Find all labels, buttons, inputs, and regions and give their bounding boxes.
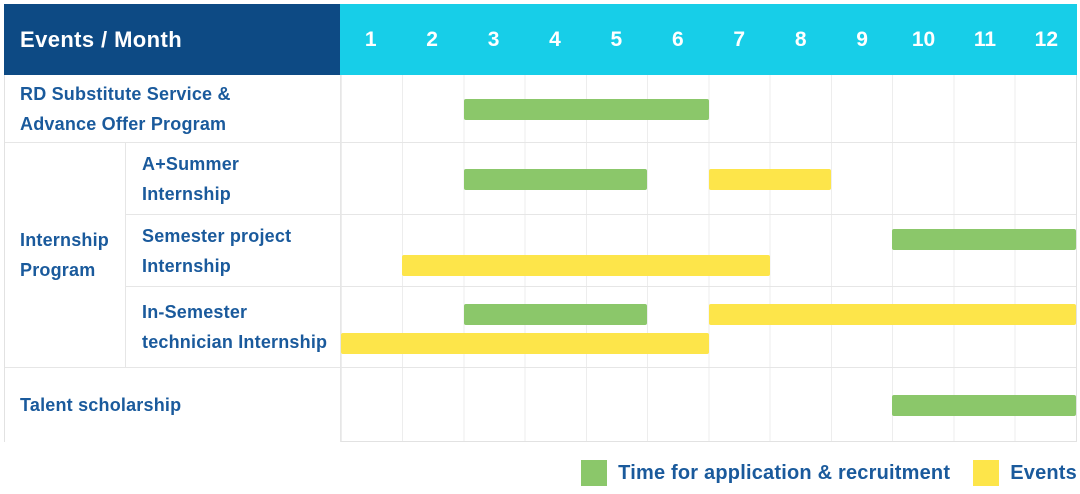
table-header-row: Events / Month 1 2 3 4 5 6 7 8 9 10 11 12: [4, 4, 1077, 75]
gantt-bar-event: [708, 169, 831, 190]
legend-label-events: Events: [1010, 461, 1077, 484]
gantt-row-semester-project-internship: [341, 215, 1076, 287]
legend-item-events: Events: [973, 460, 1077, 486]
events-color-swatch: [973, 460, 1000, 486]
month-header-cell: 9: [856, 27, 868, 51]
month-header-cell: 3: [487, 27, 500, 51]
gantt-row-rd-substitute-service: [341, 75, 1076, 143]
month-header-cell: 2: [426, 27, 438, 51]
month-header-cell: 8: [794, 27, 807, 51]
legend: Time for application & recruitment Event…: [581, 456, 1077, 490]
table-body: RD Substitute Service & Advance Offer Pro…: [4, 75, 1077, 442]
row-label-a-plus-summer-internship: A+Summer Internship: [126, 143, 341, 215]
month-header-cell: 7: [733, 27, 746, 51]
month-header-cell: 4: [549, 27, 561, 51]
application-color-swatch: [581, 460, 608, 486]
gantt-bar-application: [892, 395, 1076, 416]
month-header-cell: 10: [911, 27, 936, 51]
month-header-cell: 12: [1034, 27, 1059, 51]
gantt-bar-application: [892, 229, 1076, 250]
month-header-cell: 6: [671, 27, 684, 51]
month-header-cell: 11: [973, 27, 997, 51]
gantt-row-in-semester-technician-internship: [341, 287, 1076, 368]
month-header-cell: 1: [364, 27, 377, 51]
row-label-rd-substitute-service: RD Substitute Service & Advance Offer Pro…: [5, 75, 341, 143]
row-label-in-semester-technician-internship: In-Semester technician Internship: [126, 287, 341, 368]
group-label-internship-program: Internship Program: [5, 143, 126, 368]
row-label-talent-scholarship: Talent scholarship: [5, 368, 341, 442]
gantt-chart-area: [341, 75, 1076, 441]
gantt-bar-event: [402, 255, 770, 276]
legend-label-application: Time for application & recruitment: [618, 461, 951, 484]
gantt-row-talent-scholarship: [341, 368, 1076, 442]
month-header-row: 1 2 3 4 5 6 7 8 9 10 11 12: [340, 4, 1077, 75]
gantt-bar-event: [708, 304, 1076, 325]
events-month-header: Events / Month: [4, 4, 340, 75]
row-label-semester-project-internship: Semester project Internship: [126, 215, 341, 287]
month-header-cell: 5: [610, 27, 623, 51]
gantt-bar-event: [341, 333, 709, 354]
gantt-bar-application: [463, 169, 648, 190]
gantt-row-a-plus-summer-internship: [341, 143, 1076, 215]
schedule-table: Events / Month 1 2 3 4 5 6 7 8 9 10 11 12 RD Substi…: [4, 4, 1077, 442]
gantt-bar-application: [463, 99, 709, 120]
gantt-bar-application: [463, 304, 648, 325]
legend-item-application: Time for application & recruitment: [581, 460, 950, 486]
